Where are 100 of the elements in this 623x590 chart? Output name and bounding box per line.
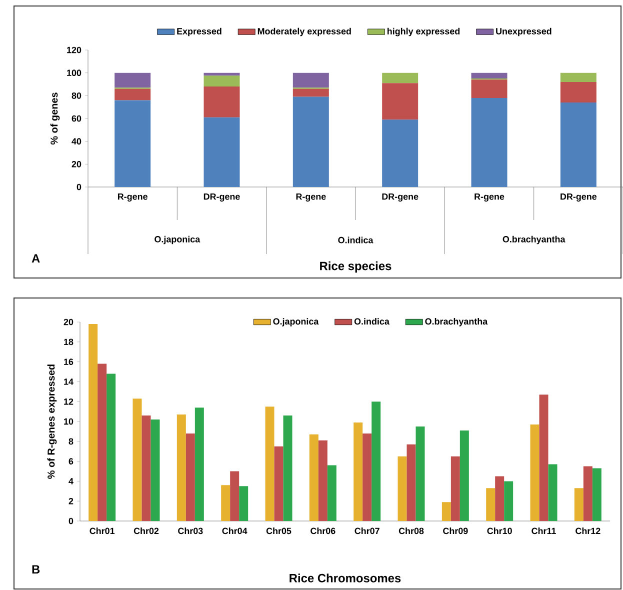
bar xyxy=(372,402,381,521)
bar xyxy=(292,96,329,187)
bar xyxy=(583,466,592,521)
bar xyxy=(318,440,328,521)
y-tick-label: 14 xyxy=(64,378,74,385)
x-tick-label: Chr05 xyxy=(266,528,292,534)
x-tick-label: Chr06 xyxy=(310,528,336,534)
bar xyxy=(114,72,151,88)
y-tick-label: 0 xyxy=(76,184,82,190)
text: O.japonica xyxy=(154,236,200,244)
x-tick-label: DR-gene xyxy=(204,194,240,202)
y-tick-label: 2 xyxy=(68,498,74,504)
bar xyxy=(106,374,116,521)
bar xyxy=(548,464,558,521)
legend-label: Unexpressed xyxy=(496,28,552,36)
x-tick-label: Chr12 xyxy=(576,528,600,534)
y-axis-title: % of R-genes expressed xyxy=(47,364,57,479)
bar xyxy=(460,430,469,521)
bar xyxy=(327,465,336,521)
bar xyxy=(114,88,151,100)
y-tick-label: 60 xyxy=(72,115,82,122)
bar xyxy=(265,406,274,521)
bar xyxy=(230,471,240,521)
text: B xyxy=(32,565,40,574)
bar xyxy=(204,117,240,187)
y-tick-label: 8 xyxy=(68,438,74,445)
text: O.indica xyxy=(338,236,374,244)
y-tick-label: 20 xyxy=(72,160,82,168)
bar xyxy=(274,446,284,521)
y-tick-label: 4 xyxy=(68,478,74,484)
x-tick-label: Chr10 xyxy=(487,528,512,534)
text: A xyxy=(32,254,40,262)
x-tick-label: R-gene xyxy=(296,194,326,202)
x-tick-label: R-gene xyxy=(474,194,504,202)
y-tick-label: 100 xyxy=(67,70,82,76)
x-tick-label: DR-gene xyxy=(382,194,418,202)
bar xyxy=(406,444,416,521)
bar xyxy=(292,72,329,88)
bar xyxy=(98,364,107,521)
x-tick-label: Chr08 xyxy=(398,528,424,534)
bar xyxy=(309,434,318,521)
legend-label: O.japonica xyxy=(273,318,319,326)
bar xyxy=(539,394,548,521)
x-tick-label: Chr07 xyxy=(354,528,380,534)
text: O.brachyantha xyxy=(502,236,566,244)
y-tick-label: 12 xyxy=(64,398,74,405)
bar xyxy=(292,88,329,97)
x-tick-label: R-gene xyxy=(118,194,148,202)
x-tick-label: Chr09 xyxy=(443,528,468,534)
legend-label: O.indica xyxy=(354,318,390,325)
bar xyxy=(186,433,195,521)
bar xyxy=(495,476,504,521)
bar xyxy=(204,86,240,118)
bar xyxy=(362,433,372,521)
y-tick-label: 10 xyxy=(64,418,74,425)
bar xyxy=(194,408,204,521)
bar xyxy=(382,83,418,120)
x-tick-label: Chr04 xyxy=(222,528,248,534)
bar xyxy=(486,488,496,521)
bar xyxy=(592,468,602,521)
y-tick-label: 20 xyxy=(64,318,74,326)
y-tick-label: 120 xyxy=(67,46,82,54)
bar xyxy=(471,72,508,79)
bar xyxy=(560,72,596,82)
x-tick-label: Chr03 xyxy=(178,528,203,534)
bar xyxy=(382,120,418,187)
bar xyxy=(574,488,584,521)
bar xyxy=(176,414,186,521)
y-tick-label: 16 xyxy=(64,358,74,365)
legend-label: highly expressed xyxy=(388,28,460,36)
bar xyxy=(530,424,540,521)
bar xyxy=(398,456,407,521)
bar xyxy=(471,98,508,187)
bar xyxy=(283,416,292,521)
y-tick-label: 80 xyxy=(72,92,82,99)
y-tick-label: 40 xyxy=(72,138,82,145)
legend-label: O.brachyantha xyxy=(425,318,488,326)
bar xyxy=(382,72,418,84)
x-tick-label: Chr11 xyxy=(532,528,556,534)
bar xyxy=(560,82,596,103)
bar xyxy=(416,426,425,521)
bar xyxy=(150,420,160,521)
x-tick-label: DR-gene xyxy=(560,194,597,202)
y-axis-title: % of genes xyxy=(50,92,60,145)
bar xyxy=(204,76,240,87)
bar xyxy=(114,100,151,187)
x-axis-title: Rice species xyxy=(320,261,392,273)
legend-label: Expressed xyxy=(177,28,222,36)
bar xyxy=(504,481,514,521)
y-tick-label: 6 xyxy=(68,458,74,464)
bar xyxy=(354,422,363,521)
bar xyxy=(471,80,508,98)
bar xyxy=(88,324,98,521)
bar xyxy=(132,398,142,521)
bar xyxy=(142,416,151,521)
legend-label: Moderately expressed xyxy=(258,28,351,36)
y-tick-label: 18 xyxy=(64,338,74,346)
bar xyxy=(442,502,451,521)
x-tick-label: Chr01 xyxy=(90,528,115,534)
y-tick-label: 0 xyxy=(68,518,74,524)
